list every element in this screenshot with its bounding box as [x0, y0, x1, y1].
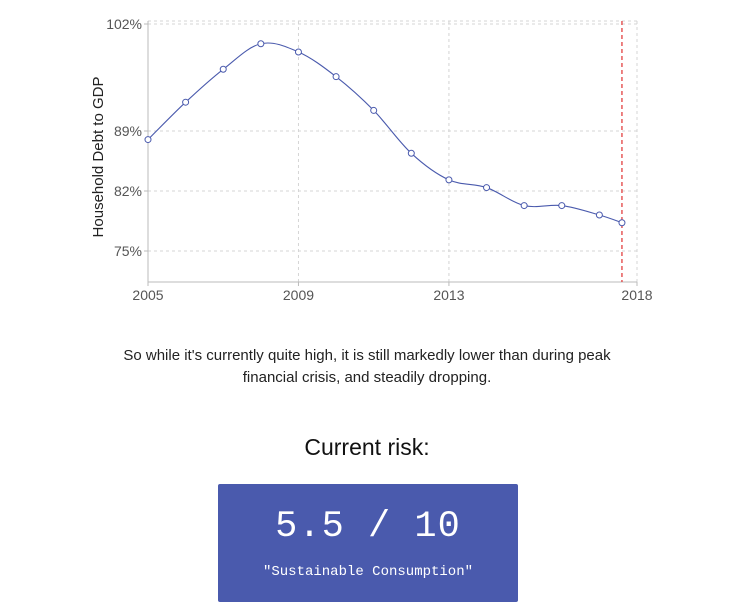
- caption-line-1: So while it's currently quite high, it i…: [123, 347, 611, 364]
- risk-title: Current risk:: [304, 434, 430, 460]
- data-point: [219, 65, 227, 73]
- axis-layer: [147, 21, 637, 283]
- data-point: [370, 106, 378, 114]
- y-tick-label: 102%: [106, 16, 142, 32]
- x-tick-label: 2018: [621, 287, 652, 303]
- risk-label: "Sustainable Consumption": [262, 564, 474, 580]
- data-point: [618, 219, 626, 227]
- data-point: [558, 202, 566, 210]
- data-point: [294, 48, 302, 56]
- x-tick-label: 2009: [283, 287, 314, 303]
- caption-line-2: financial crisis, and steadily dropping.: [242, 369, 492, 386]
- data-point: [144, 136, 152, 144]
- risk-score: 5.5 / 10: [275, 506, 461, 548]
- x-tick-label: 2013: [433, 287, 464, 303]
- debt-line-chart: 102% 89% 82% 75% 2005 2009 2013 2018 Household …: [90, 16, 653, 303]
- data-point: [182, 98, 190, 106]
- data-point: [257, 40, 265, 48]
- data-point: [445, 176, 453, 184]
- y-tick-label: 82%: [114, 183, 142, 199]
- series-line: [147, 42, 623, 224]
- data-point: [332, 73, 340, 81]
- y-tick-label: 89%: [114, 123, 142, 139]
- data-point: [595, 211, 603, 219]
- x-tick-label: 2005: [132, 287, 163, 303]
- data-point: [520, 202, 528, 210]
- chart-caption: So while it's currently quite high, it i…: [0, 345, 734, 389]
- data-point: [407, 149, 415, 157]
- risk-score-box: 5.5 / 10 "Sustainable Consumption": [218, 484, 518, 602]
- data-point: [483, 184, 491, 192]
- point-layer: [144, 40, 626, 227]
- grid-layer: [148, 20, 638, 282]
- tick-layer: 102% 89% 82% 75% 2005 2009 2013 2018: [106, 16, 653, 303]
- y-tick-label: 75%: [114, 243, 142, 259]
- y-axis-label: Household Debt to GDP: [90, 77, 107, 238]
